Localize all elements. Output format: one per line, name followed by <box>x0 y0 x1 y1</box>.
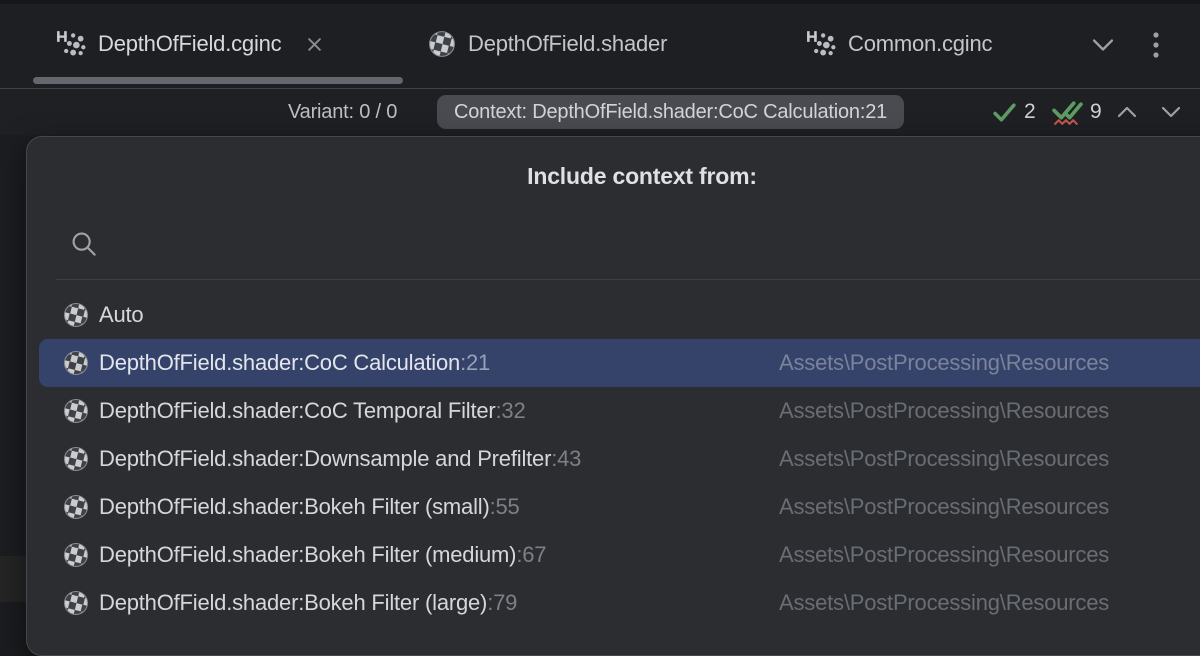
hlsl-file-icon <box>56 29 86 59</box>
shader-file-icon <box>63 542 89 568</box>
editor-tab-bar: DepthOfField.cginc DepthOfField.shader C… <box>0 0 1200 88</box>
inspection-ok-count: 2 <box>1024 100 1036 123</box>
tab-bar-separator <box>0 88 1200 89</box>
item-line-number: :79 <box>487 590 518 615</box>
inspection-warn-count: 9 <box>1090 100 1102 123</box>
next-chevron-down-icon[interactable] <box>1160 89 1182 135</box>
item-path: Assets\PostProcessing\Resources <box>779 542 1110 567</box>
item-path: Assets\PostProcessing\Resources <box>779 494 1110 519</box>
item-label: DepthOfField.shader:Bokeh Filter (small) <box>99 494 490 519</box>
tab-options-kebab-icon[interactable] <box>1149 31 1163 59</box>
context-chip-button[interactable]: Context: DepthOfField.shader:CoC Calcula… <box>437 95 905 129</box>
list-item-coc-temporal-filter[interactable]: DepthOfField.shader:CoC Temporal Filter … <box>27 387 1200 435</box>
list-item-bokeh-large[interactable]: DepthOfField.shader:Bokeh Filter (large)… <box>27 579 1200 627</box>
tab-list-chevron-down-icon[interactable] <box>1088 33 1118 57</box>
item-path: Assets\PostProcessing\Resources <box>779 398 1110 423</box>
tab-depthoffield-shader[interactable]: DepthOfField.shader <box>428 0 667 88</box>
search-input[interactable] <box>111 227 1115 273</box>
shader-file-icon <box>63 446 89 472</box>
tab-common-cginc[interactable]: Common.cginc <box>806 0 993 88</box>
tab-label: DepthOfField.shader <box>468 31 668 56</box>
check-icon <box>992 100 1017 125</box>
editor-gutter-fragment <box>0 556 26 602</box>
popup-title: Include context from: <box>527 163 757 189</box>
list-item-bokeh-medium[interactable]: DepthOfField.shader:Bokeh Filter (medium… <box>27 531 1200 579</box>
search-icon <box>71 231 97 257</box>
item-path: Assets\PostProcessing\Resources <box>779 446 1110 471</box>
list-item-bokeh-small[interactable]: DepthOfField.shader:Bokeh Filter (small)… <box>27 483 1200 531</box>
item-path: Assets\PostProcessing\Resources <box>779 350 1110 375</box>
item-label: DepthOfField.shader:CoC Temporal Filter <box>99 398 496 423</box>
shader-file-icon <box>428 30 456 58</box>
context-chip-label: Context: DepthOfField.shader:CoC Calcula… <box>454 100 888 123</box>
variant-label: Variant: 0 / 0 <box>288 101 398 123</box>
hlsl-file-icon <box>806 29 836 59</box>
window-top-edge <box>0 0 1200 4</box>
search-field[interactable] <box>27 225 1200 279</box>
shader-context-toolbar: Variant: 0 / 0 Context: DepthOfField.sha… <box>0 89 1200 136</box>
search-divider <box>56 279 1200 280</box>
shader-file-icon <box>63 494 89 520</box>
list-item-coc-calculation[interactable]: DepthOfField.shader:CoC Calculation :21 … <box>27 339 1200 387</box>
item-line-number: :55 <box>489 494 520 519</box>
shader-file-icon <box>63 590 89 616</box>
shader-file-icon <box>63 350 89 376</box>
shader-file-icon <box>63 398 89 424</box>
check-squiggle-icon <box>1052 98 1083 127</box>
previous-chevron-up-icon[interactable] <box>1116 89 1138 135</box>
close-icon[interactable] <box>304 33 326 55</box>
item-line-number: :67 <box>516 542 547 567</box>
item-line-number: :32 <box>495 398 526 423</box>
context-list: Auto DepthOfField.shader:CoC Calculation… <box>27 291 1200 627</box>
active-tab-indicator <box>33 77 403 84</box>
item-label: Auto <box>99 302 144 327</box>
item-label: DepthOfField.shader:Bokeh Filter (large) <box>99 590 488 615</box>
tab-label: DepthOfField.cginc <box>98 31 282 56</box>
list-item-downsample-prefilter[interactable]: DepthOfField.shader:Downsample and Prefi… <box>27 435 1200 483</box>
item-label: DepthOfField.shader:CoC Calculation <box>99 350 461 375</box>
item-label: DepthOfField.shader:Downsample and Prefi… <box>99 446 552 471</box>
inspection-ok-widget[interactable]: 2 <box>992 89 1036 135</box>
item-label: DepthOfField.shader:Bokeh Filter (medium… <box>99 542 517 567</box>
item-line-number: :43 <box>551 446 582 471</box>
shader-file-icon <box>63 302 89 328</box>
list-item-auto[interactable]: Auto <box>27 291 1200 339</box>
include-context-popup: Include context from: Auto DepthOfField.… <box>26 136 1200 656</box>
tab-depthoffield-cginc[interactable]: DepthOfField.cginc <box>56 0 326 88</box>
tab-label: Common.cginc <box>848 31 993 56</box>
item-line-number: :21 <box>460 350 491 375</box>
inspection-warn-widget[interactable]: 9 <box>1052 89 1102 135</box>
item-path: Assets\PostProcessing\Resources <box>779 590 1110 615</box>
